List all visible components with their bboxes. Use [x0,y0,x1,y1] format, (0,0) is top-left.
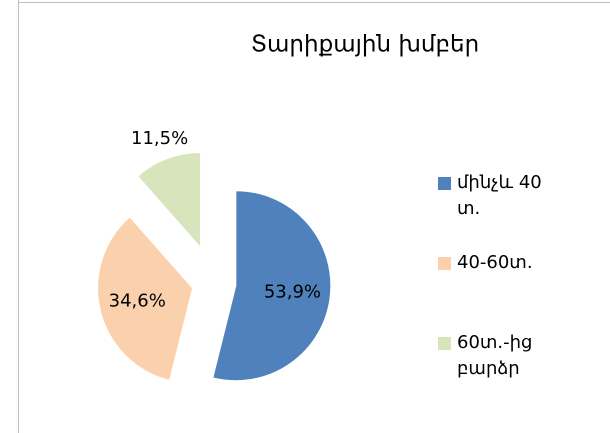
data-label: 11,5% [131,128,188,149]
legend-item: մինչև 40 տ. [438,170,588,250]
pie-slice [212,190,332,382]
chart-title: Տարիքային խմբեր [251,32,479,58]
legend-swatch [438,257,451,270]
legend: մինչև 40 տ. 40-60տ. 60տ.-ից բարձր [438,170,588,410]
pie-slice [137,151,202,249]
pie-slice [97,216,194,381]
legend-item: 40-60տ. [438,250,588,330]
legend-item: 60տ.-ից բարձր [438,330,588,410]
legend-label: 40-60տ. [457,252,533,273]
legend-swatch [438,337,451,350]
data-label: 53,9% [264,282,321,303]
legend-swatch [438,177,451,190]
legend-label: մինչև 40 տ. [457,172,542,219]
data-label: 34,6% [109,291,166,312]
legend-label: 60տ.-ից բարձր [457,332,533,379]
